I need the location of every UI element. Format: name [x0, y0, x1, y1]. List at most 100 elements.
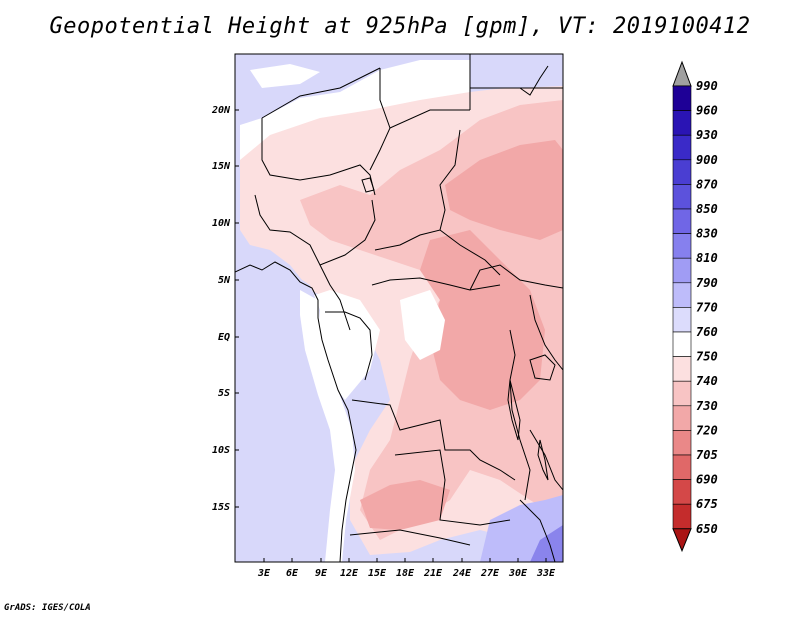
border-car-congo — [371, 277, 501, 291]
colorbar-box-870 — [672, 184, 692, 210]
border-algeria-niger — [261, 67, 381, 119]
border-drc-angola — [351, 399, 516, 481]
colorbar-label-675: 675 — [696, 497, 718, 511]
field-north-top — [235, 54, 563, 120]
colorbar-box-760 — [672, 331, 692, 357]
colorbar-box-830 — [672, 233, 692, 259]
colorbar-top-arrow — [672, 60, 692, 87]
colorbar-box-810 — [672, 257, 692, 284]
border-gabon-congo — [325, 311, 373, 381]
lon-label-30e: 30E — [508, 568, 528, 579]
lat-label-10n: 10N — [212, 218, 231, 229]
lon-label-27e: 27E — [480, 568, 500, 579]
colorbar-box-690 — [672, 479, 692, 505]
chart-title: Geopotential Height at 925hPa [gpm], VT:… — [49, 14, 751, 39]
coastline-red-sea — [519, 65, 549, 96]
colorbar-box-740 — [672, 380, 692, 407]
colorbar-box-720 — [672, 430, 692, 456]
lat-axis: 20N 15N 10N 5N EQ 5S 10S 15S — [211, 105, 239, 513]
colorbar-label-740: 740 — [696, 374, 718, 388]
lake-tanganyika — [507, 379, 521, 441]
lat-label-eq: EQ — [218, 332, 230, 343]
border-drc-east — [509, 329, 531, 501]
coastline-west — [235, 261, 357, 562]
colorbar-labels: 990 960 930 900 870 850 830 810 790 770 760 750 740 7… — [696, 79, 718, 536]
colorbar-label-810: 810 — [696, 251, 718, 265]
colorbar-label-870: 870 — [696, 177, 718, 191]
lake-victoria — [529, 354, 556, 381]
colorbar-label-730: 730 — [696, 399, 718, 413]
colorbar-label-930: 930 — [696, 128, 718, 142]
colorbar-box-730 — [672, 405, 692, 431]
colorbar-label-960: 960 — [696, 104, 718, 118]
field-white-highland — [400, 290, 445, 360]
colorbar-label-900: 900 — [696, 153, 718, 167]
border-libya-chad — [389, 109, 470, 129]
colorbar-label-850: 850 — [696, 202, 718, 216]
map-panel — [235, 54, 563, 562]
lon-axis: 3E 6E 9E 12E 15E 18E 21E 24E 27E 30E 33E — [257, 558, 556, 579]
colorbar-label-690: 690 — [696, 473, 718, 487]
lon-label-3e: 3E — [257, 568, 271, 579]
border-tanzania — [529, 429, 563, 491]
colorbar-box-770 — [672, 307, 692, 333]
lon-label-24e: 24E — [452, 568, 472, 579]
border-angola-zambia — [394, 449, 511, 526]
colorbar-label-720: 720 — [696, 423, 718, 437]
colorbar-box-750 — [672, 356, 692, 382]
lat-label-20n: 20N — [211, 105, 231, 116]
colorbar-label-650: 650 — [696, 522, 718, 536]
colorbar-label-830: 830 — [696, 227, 718, 241]
colorbar-label-705: 705 — [696, 448, 718, 462]
lon-label-15e: 15E — [368, 568, 387, 579]
map-borders — [235, 54, 563, 562]
border-chad-car — [374, 229, 501, 276]
colorbar-label-790: 790 — [696, 276, 718, 290]
colorbar-label-990: 990 — [696, 79, 718, 93]
border-east-africa — [529, 294, 563, 371]
colorbar-bottom-arrow — [672, 528, 692, 553]
border-cameroon — [319, 264, 351, 331]
map-frame — [234, 53, 564, 563]
colorbar-box-675 — [672, 503, 692, 530]
field-land-dark-north — [445, 140, 563, 240]
colorbar-box-960 — [672, 110, 692, 136]
border-mozambique — [519, 499, 556, 562]
field-ocean-gulf — [235, 268, 355, 562]
lon-label-12e: 12E — [340, 568, 359, 579]
field-north-white-patch — [250, 64, 320, 88]
lon-label-18e: 18E — [396, 568, 415, 579]
colorbar-box-705 — [672, 454, 692, 480]
lat-label-5n: 5N — [218, 275, 231, 286]
border-nigeria — [254, 194, 376, 266]
field-low-southeast-deep — [530, 525, 563, 562]
field-ocean-white-coast — [300, 290, 355, 562]
colorbar-box-900 — [672, 159, 692, 185]
lat-label-15s: 15S — [212, 502, 230, 513]
colorbar-label-760: 760 — [696, 325, 718, 339]
lake-chad — [361, 177, 375, 193]
colorbar-label-770: 770 — [696, 300, 718, 314]
lon-label-21e: 21E — [423, 568, 443, 579]
border-south-sudan — [469, 264, 563, 291]
lat-label-10s: 10S — [212, 445, 230, 456]
grads-credit: GrADS: IGES/COLA — [4, 603, 91, 613]
lat-label-5s: 5S — [218, 388, 230, 399]
lat-label-15n: 15N — [212, 161, 231, 172]
colorbar-box-930 — [672, 134, 692, 161]
colorbar: 990 960 930 900 870 850 830 810 790 770 760 750 740 7… — [672, 60, 718, 553]
colorbar-box-790 — [672, 282, 692, 308]
colorbar-boxes — [672, 85, 692, 530]
lon-label-33e: 33E — [536, 568, 556, 579]
border-mali-niger — [261, 118, 376, 196]
border-namibia — [349, 529, 471, 546]
lon-label-6e: 6E — [286, 568, 299, 579]
border-chad-sudan — [439, 129, 461, 231]
lon-label-9e: 9E — [315, 568, 328, 579]
colorbar-box-850 — [672, 208, 692, 234]
lake-malawi — [537, 439, 549, 481]
colorbar-box-990 — [672, 85, 692, 111]
field-land-dark-south — [360, 480, 450, 530]
colorbar-label-750: 750 — [696, 350, 718, 364]
